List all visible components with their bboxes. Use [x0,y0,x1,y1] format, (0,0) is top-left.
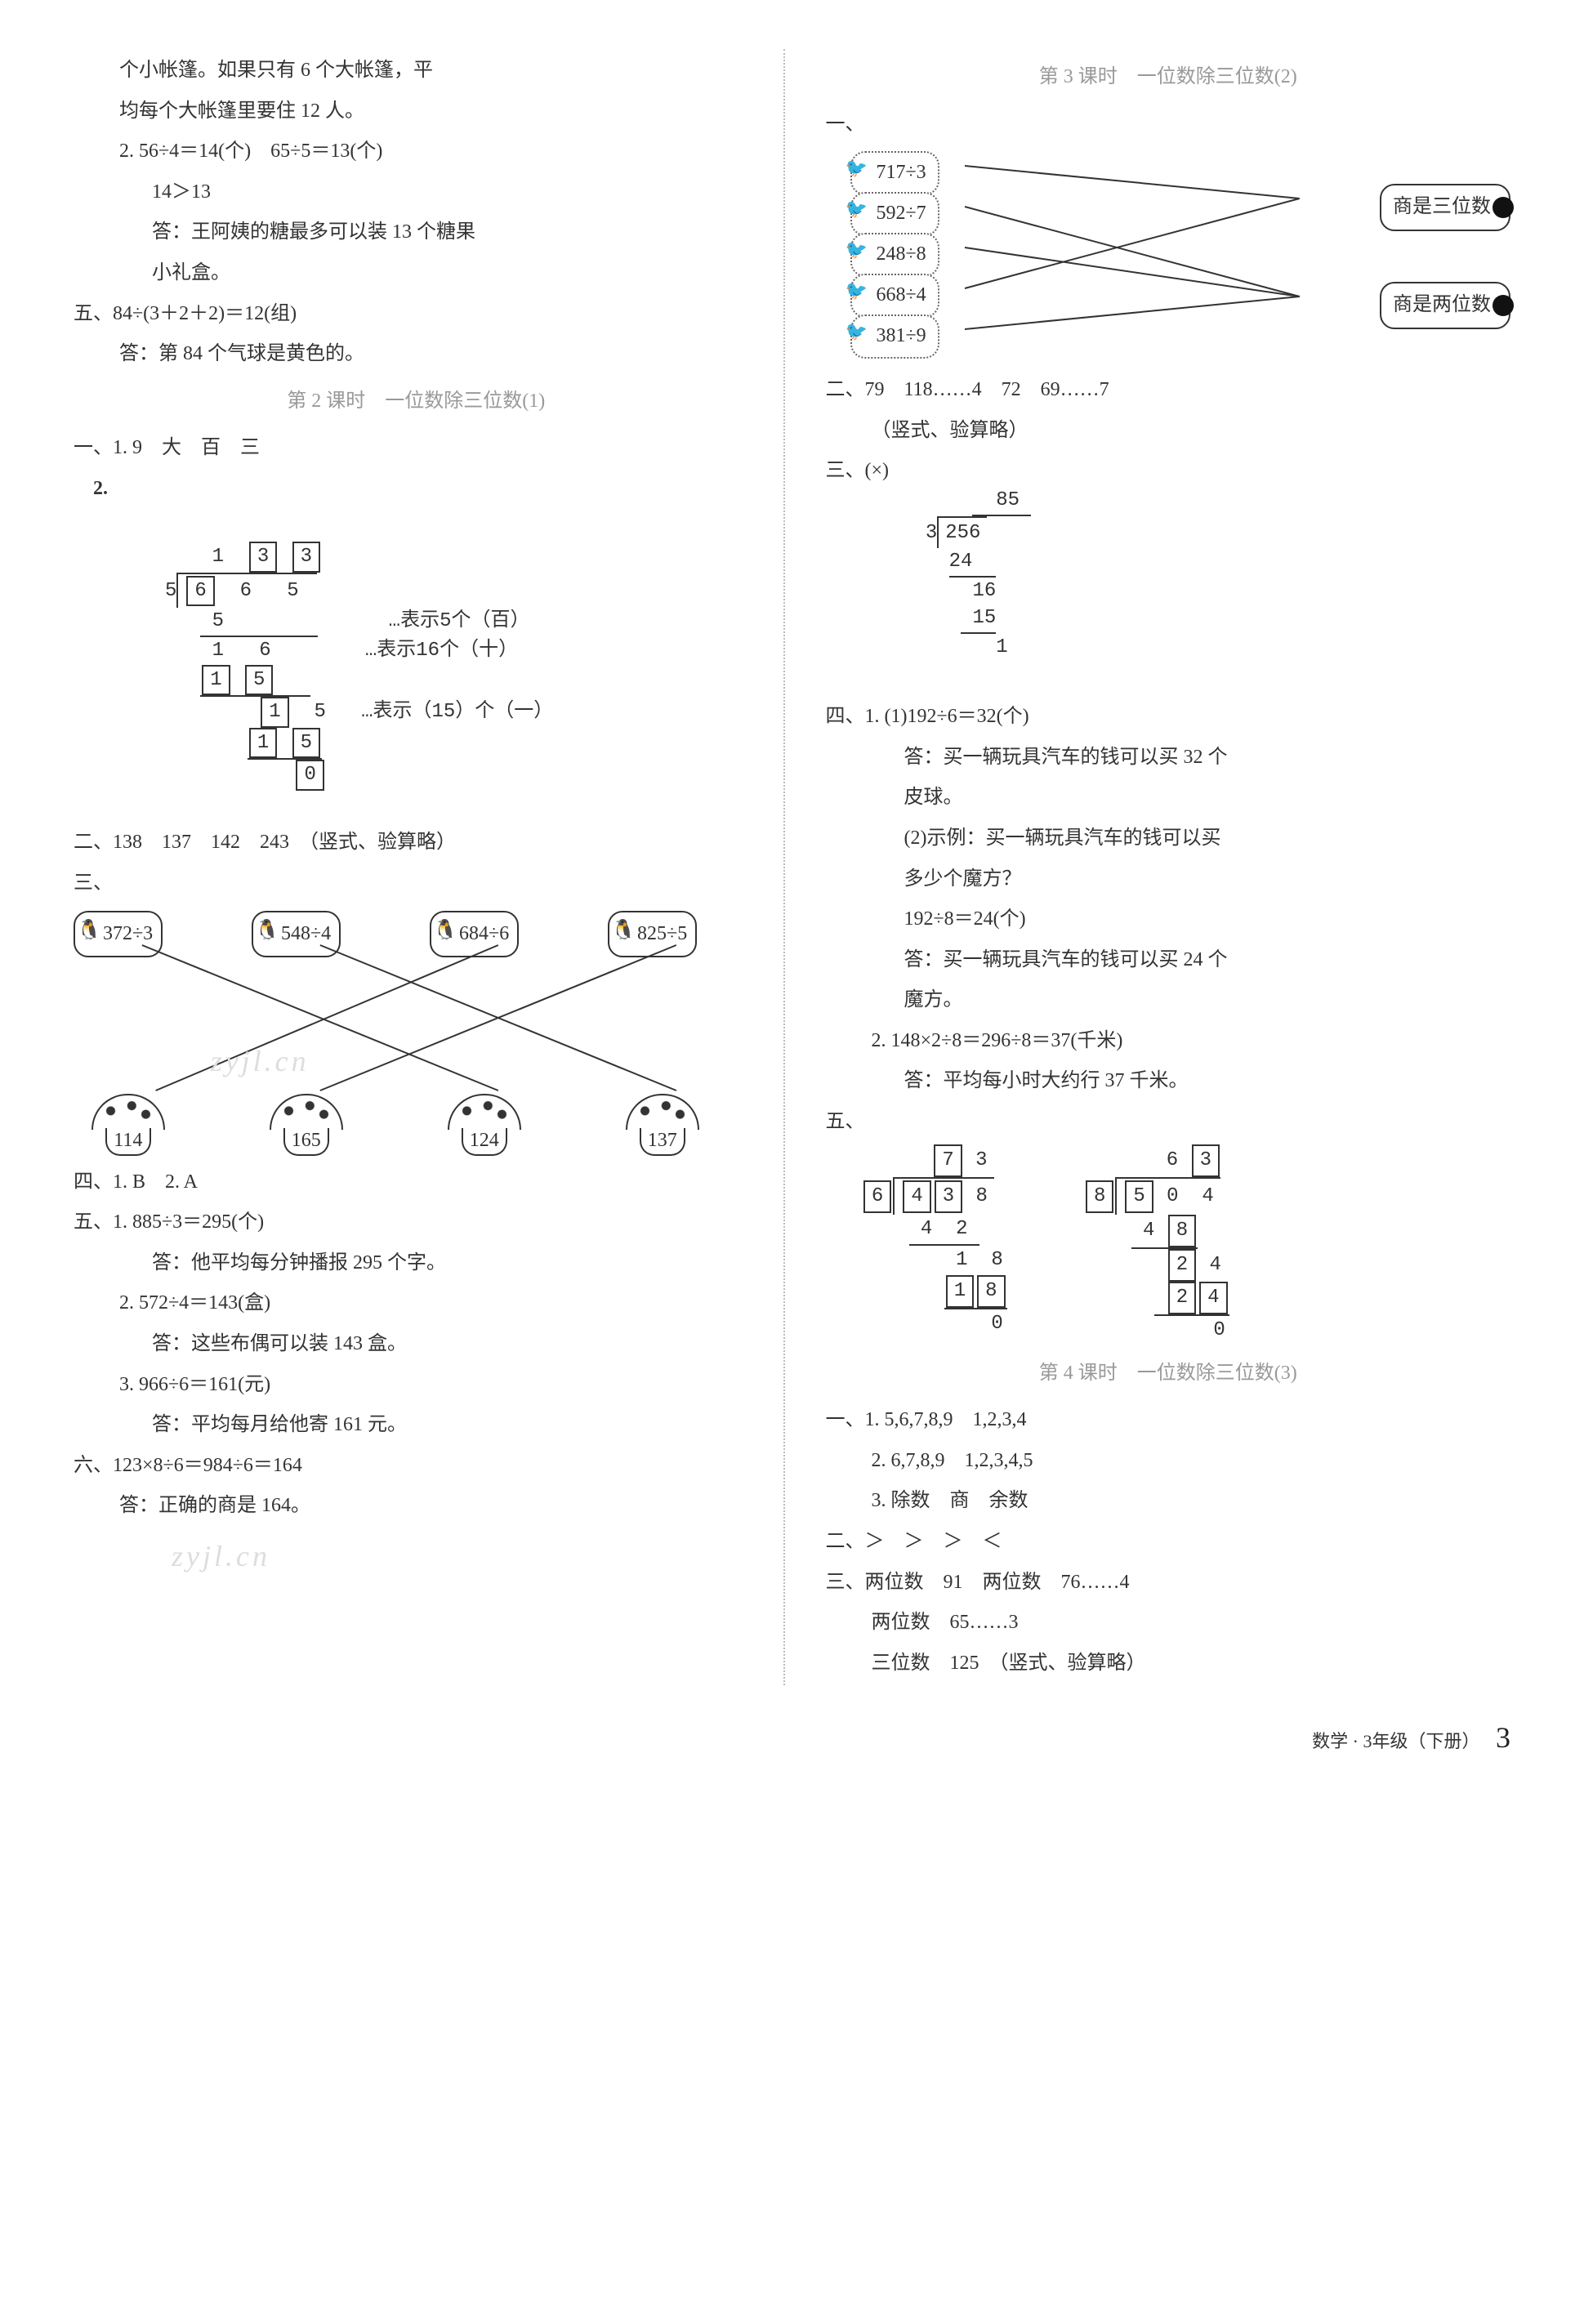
match2-lines [74,911,759,1156]
text: 三、两位数 91 两位数 76……4 [826,1564,1511,1602]
text: 五、1. 885÷3＝295(个) [74,1204,759,1242]
text: 均每个大帐篷里要住 12 人。 [74,93,759,131]
text: 答：他平均每分钟播报 295 个字。 [74,1245,759,1282]
text: 一、 [826,106,1511,144]
text: 五、84÷(3＋2＋2)＝12(组) [74,296,759,333]
text: 二、＞ ＞ ＞ ＜ [826,1523,1511,1561]
long-division-b: 6 3 85 0 4 4 8 2 4 24 0 [1073,1144,1229,1345]
text: 六、123×8÷6＝984÷6＝164 [74,1447,759,1485]
text: 三、 [74,865,759,903]
section-title-2: 第 2 课时 一位数除三位数(1) [74,383,759,421]
text: 多少个魔方？ [826,861,1511,899]
text: 答：第 84 个气球是黄色的。 [74,336,759,373]
text: 答：正确的商是 164。 [74,1488,759,1525]
page-number: 3 [1496,1721,1510,1754]
text: 四、1. B 2. A [74,1164,759,1202]
text: 一、1. 9 大 百 三 [74,430,759,467]
text: 答：这些布偶可以装 143 盒。 [74,1326,759,1363]
text: 2. 572÷4＝143(盒) [74,1285,759,1323]
text: 2. [74,471,759,508]
penguin-mushroom-match: 372÷3 548÷4 684÷6 825÷5 114 165 124 137 … [74,911,759,1156]
long-division-1: 1 3 3 56 6 5 5 …表示5个（百） 1 6 …表示16个（十） 1 … [106,515,759,819]
text: 二、79 118……4 72 69……7 [826,372,1511,409]
bird-match: 717÷3 592÷7 248÷8 668÷4 381÷9 商是三位数 商是两位… [850,151,1511,364]
section-title-3: 第 3 课时 一位数除三位数(2) [826,59,1511,96]
text: 三位数 125 （竖式、验算略） [826,1645,1511,1683]
text: 2. 56÷4＝14(个) 65÷5＝13(个) [74,133,759,171]
text: 三、(×) 85 3256 24 16 15 1 [826,453,1511,695]
text: 3. 966÷6＝161(元) [74,1367,759,1404]
right-column: 第 3 课时 一位数除三位数(2) 一、 717÷3 592÷7 248÷8 6… [818,49,1511,1685]
text: 2. 148×2÷8＝296÷8＝37(千米) [826,1023,1511,1060]
watermark: zyjl.cn [172,1528,759,1584]
text: 小礼盒。 [74,255,759,292]
text: 二、138 137 142 243 （竖式、验算略） [74,824,759,862]
text: 五、 [826,1104,1511,1141]
text: 魔方。 [826,982,1511,1019]
text: 答：平均每小时大约行 37 千米。 [826,1063,1511,1100]
match-lines [850,151,1511,364]
text: 答：买一辆玩具汽车的钱可以买 32 个 [826,739,1511,777]
text: 个小帐篷。如果只有 6 个大帐篷，平 [74,52,759,90]
text: 皮球。 [826,779,1511,817]
section-title-4: 第 4 课时 一位数除三位数(3) [826,1355,1511,1393]
footer-subject: 数学 · 3年级（下册） [1312,1731,1479,1751]
left-column: 个小帐篷。如果只有 6 个大帐篷，平 均每个大帐篷里要住 12 人。 2. 56… [74,49,785,1685]
long-division-3: 85 3256 24 16 15 1 [902,459,1031,689]
watermark: zyjl.cn [211,1033,310,1089]
page-footer: 数学 · 3年级（下册） 3 [74,1710,1510,1765]
text: 四、1. (1)192÷6＝32(个) [826,698,1511,736]
text: 两位数 65……3 [826,1604,1511,1642]
long-division-a: 7 3 643 8 4 2 1 8 18 0 [850,1144,1007,1345]
text: 3. 除数 商 余数 [826,1483,1511,1520]
text: 答：王阿姨的糖最多可以装 13 个糖果 [74,214,759,252]
text: (2)示例：买一辆玩具汽车的钱可以买 [826,820,1511,858]
text: 答：买一辆玩具汽车的钱可以买 24 个 [826,942,1511,979]
text: 14＞13 [74,174,759,212]
text: 192÷8＝24(个) [826,901,1511,939]
text: 答：平均每月给他寄 161 元。 [74,1407,759,1444]
text: （竖式、验算略） [826,413,1511,450]
text: 2. 6,7,8,9 1,2,3,4,5 [826,1443,1511,1480]
two-long-divisions: 7 3 643 8 4 2 1 8 18 0 6 3 85 0 4 4 8 2 … [850,1144,1511,1345]
text: 一、1. 5,6,7,8,9 1,2,3,4 [826,1402,1511,1439]
